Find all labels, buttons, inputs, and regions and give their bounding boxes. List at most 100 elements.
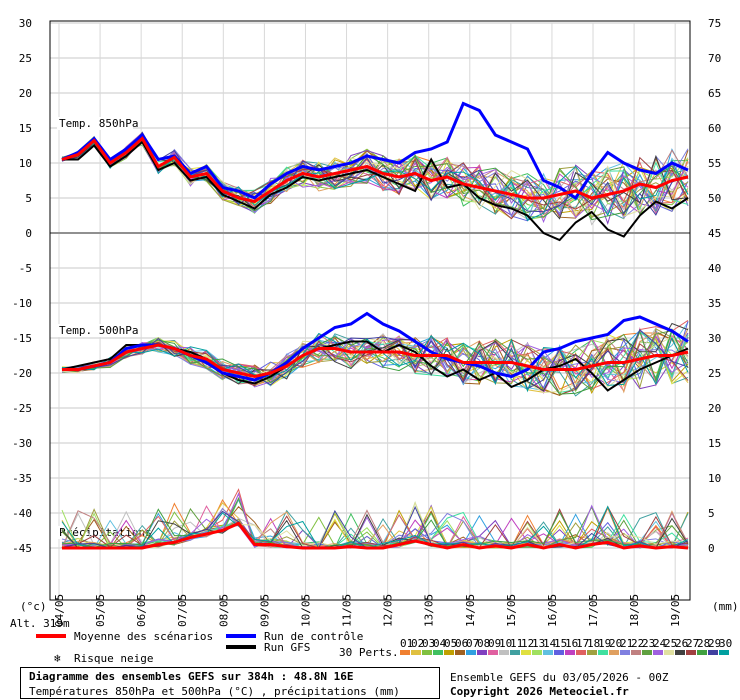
member-line-t500 — [61, 330, 689, 391]
pert-number: 07 — [466, 637, 479, 650]
left-tick-label: -25 — [12, 402, 32, 415]
right-tick-label: 5 — [708, 507, 715, 520]
mean-line-precip — [62, 521, 689, 550]
pert-swatch — [433, 650, 443, 655]
pert-number: 24 — [653, 637, 667, 650]
copyright-text: Copyright 2026 Meteociel.fr — [450, 685, 629, 698]
x-date-label: 15/05 — [505, 594, 518, 627]
right-tick-label: 35 — [708, 297, 721, 310]
panel-label-t850: Temp. 850hPa — [59, 117, 138, 130]
x-date-label: 16/05 — [546, 594, 559, 627]
pert-number: 30 — [719, 637, 732, 650]
right-tick-label: 45 — [708, 227, 721, 240]
right-axis-unit: (mm) — [712, 600, 739, 613]
pert-number: 09 — [488, 637, 501, 650]
chart-subtitle: Températures 850hPa et 500hPa (°C) , pré… — [29, 685, 400, 698]
pert-number: 19 — [598, 637, 611, 650]
left-tick-label: -35 — [12, 472, 32, 485]
left-tick-label: -5 — [19, 262, 32, 275]
x-date-label: 17/05 — [587, 594, 600, 627]
run-info: Ensemble GEFS du 03/05/2026 - 00Z — [450, 671, 669, 684]
x-date-label: 13/05 — [423, 594, 436, 627]
panel-label-t500: Temp. 500hPa — [59, 324, 138, 337]
pert-swatch — [719, 650, 729, 655]
x-date-label: 05/05 — [94, 594, 107, 627]
right-tick-label: 40 — [708, 262, 721, 275]
right-tick-label: 10 — [708, 472, 721, 485]
pert-swatch — [455, 650, 465, 655]
pert-swatch — [510, 650, 520, 655]
right-tick-label: 20 — [708, 402, 721, 415]
pert-number: 14 — [543, 637, 557, 650]
mean-line-t850 — [61, 136, 689, 204]
pert-number: 13 — [532, 637, 545, 650]
left-tick-label: 15 — [19, 122, 32, 135]
pert-number: 20 — [609, 637, 622, 650]
left-tick-label: 20 — [19, 87, 32, 100]
pert-number: 18 — [587, 637, 600, 650]
right-tick-label: 60 — [708, 122, 721, 135]
legend-perts-label: 30 Perts. — [339, 646, 399, 659]
snow-icon: ❄ — [54, 652, 61, 665]
pert-swatch — [576, 650, 586, 655]
pert-number: 25 — [664, 637, 677, 650]
pert-swatch — [664, 650, 674, 655]
altitude-label: Alt. 319m — [10, 617, 70, 630]
pert-swatch — [642, 650, 652, 655]
grid-lines — [50, 22, 690, 600]
member-line-precip — [61, 508, 689, 549]
left-tick-label: -30 — [12, 437, 32, 450]
pert-swatch — [488, 650, 498, 655]
member-line-t500 — [61, 322, 689, 392]
x-date-label: 04/05 — [53, 594, 66, 627]
x-date-label: 11/05 — [341, 594, 354, 627]
legend-mean-label: Moyenne des scénarios — [74, 630, 213, 643]
left-tick-label: -10 — [12, 297, 32, 310]
pert-number: 10 — [499, 637, 512, 650]
pert-swatch — [543, 650, 553, 655]
x-date-label: 10/05 — [299, 594, 312, 627]
pert-swatch — [708, 650, 718, 655]
left-axis-unit: (°c) — [20, 600, 47, 613]
pert-swatch — [554, 650, 564, 655]
chart-info-box: Diagramme des ensembles GEFS sur 384h : … — [20, 667, 440, 699]
pert-number: 05 — [444, 637, 457, 650]
gfs-line-t850 — [62, 140, 689, 242]
right-tick-label: 75 — [708, 17, 721, 30]
pert-swatch — [444, 650, 454, 655]
pert-swatch — [411, 650, 421, 655]
right-tick-label: 0 — [708, 542, 715, 555]
pert-swatch — [499, 650, 509, 655]
legend-control-label: Run de contrôle — [264, 630, 363, 643]
pert-number: 12 — [521, 637, 534, 650]
pert-swatch — [532, 650, 542, 655]
pert-swatch — [587, 650, 597, 655]
right-tick-label: 15 — [708, 437, 721, 450]
x-date-label: 19/05 — [669, 594, 682, 627]
pert-swatch — [400, 650, 410, 655]
pert-number: 02 — [411, 637, 424, 650]
pert-swatch — [686, 650, 696, 655]
panel-label-bg — [57, 526, 143, 539]
pert-number: 08 — [477, 637, 490, 650]
panel-label-bg — [57, 117, 133, 130]
pert-swatch — [675, 650, 685, 655]
pert-number: 29 — [708, 637, 721, 650]
pert-swatch — [609, 650, 619, 655]
left-tick-label: 30 — [19, 17, 32, 30]
pert-number: 28 — [697, 637, 710, 650]
ensemble-members — [61, 131, 689, 550]
pert-swatch — [422, 650, 432, 655]
pert-number: 15 — [554, 637, 567, 650]
left-tick-label: -15 — [12, 332, 32, 345]
pert-swatch — [620, 650, 630, 655]
left-tick-label: -20 — [12, 367, 32, 380]
x-date-label: 18/05 — [628, 594, 641, 627]
plot-frame — [49, 20, 691, 601]
left-tick-label: 25 — [19, 52, 32, 65]
chart-title: Diagramme des ensembles GEFS sur 384h : … — [29, 670, 354, 683]
pert-number: 21 — [620, 637, 633, 650]
pert-number: 16 — [565, 637, 578, 650]
right-tick-label: 25 — [708, 367, 721, 380]
